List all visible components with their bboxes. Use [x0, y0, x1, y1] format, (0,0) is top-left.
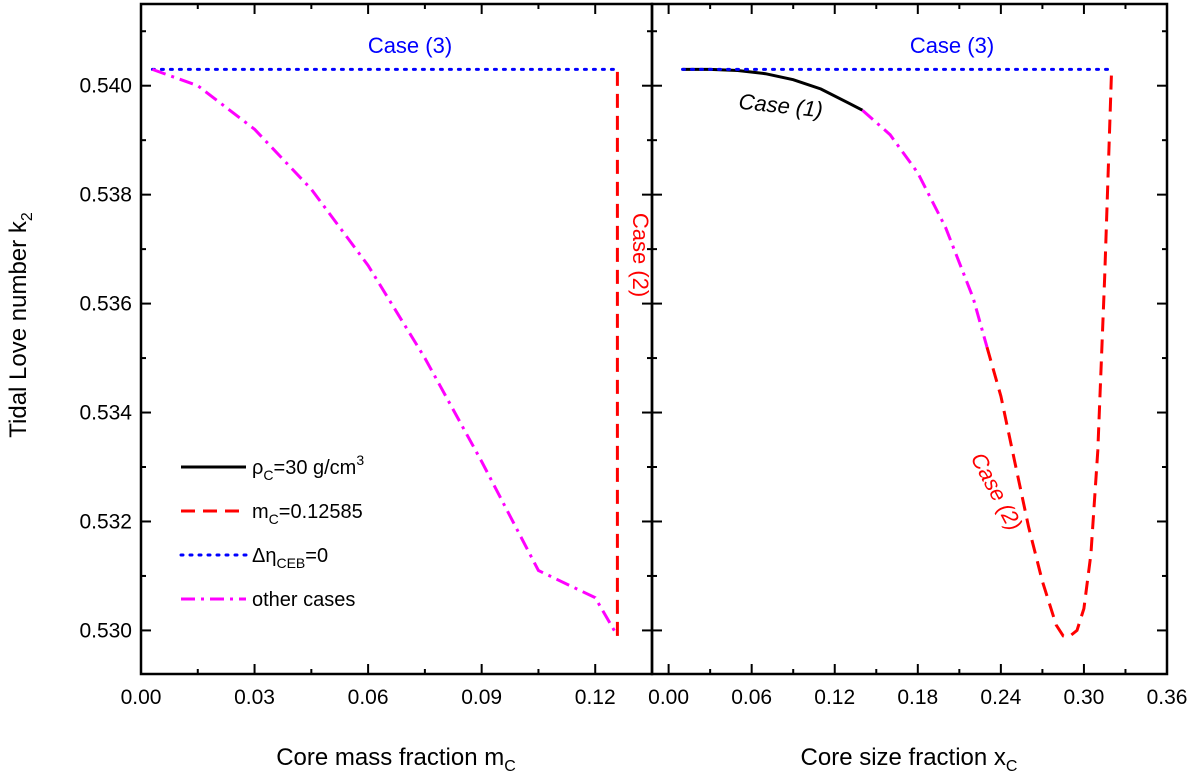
x-tick-label: 0.12	[575, 686, 616, 709]
y-axis-title: Tidal Love number k2	[5, 212, 36, 438]
y-tick-label: 0.536	[79, 293, 132, 316]
annotation-case2-left: Case (2)	[628, 213, 653, 297]
y-tick-label: 0.532	[79, 510, 132, 533]
x-tick-label: 0.09	[461, 686, 502, 709]
legend-label-0: ρC=30 g/cm3	[252, 452, 364, 483]
x-tick-label: 0.30	[1063, 686, 1104, 709]
series-line-left-2	[151, 67, 619, 637]
x-tick-label: 0.06	[348, 686, 389, 709]
series-line-right-0	[682, 67, 864, 112]
legend-label-1: mC=0.12585	[252, 501, 363, 527]
x-tick-label: 0.18	[897, 686, 938, 709]
series-line-right-2	[985, 69, 1114, 638]
panel-right: 0.00 0.06 0.12 0.18 0.24 0.30 0.36	[648, 2, 1188, 709]
legend-label-3: other cases	[252, 589, 355, 611]
panel-left: 0.00 0.03 0.06 0.09 0.12 0.530 0.532 0.534 0.536…	[79, 2, 654, 709]
annotation-case1-right: Case (1)	[738, 89, 825, 123]
annotation-case2-right: Case (2)	[966, 448, 1028, 534]
y-tick-label: 0.538	[79, 184, 132, 207]
legend: ρC=30 g/cm3 mC=0.12585 ΔηCEB=0 other cases	[179, 452, 364, 611]
series-line-right-1	[861, 109, 989, 348]
annotation-case3-left: Case (3)	[368, 33, 452, 58]
x-axis-title-left: Core mass fraction mC	[276, 744, 516, 775]
x-tick-label: 0.03	[234, 686, 275, 709]
y-tick-label: 0.530	[79, 619, 132, 642]
x-tick-label: 0.00	[121, 686, 162, 709]
y-tick-label: 0.534	[79, 402, 132, 425]
x-axis-title-right: Core size fraction xC	[801, 744, 1018, 775]
plot-frame-right	[650, 2, 1169, 676]
x-tick-label: 0.00	[648, 686, 689, 709]
y-tick-label: 0.540	[79, 75, 132, 98]
x-tick-label: 0.12	[814, 686, 855, 709]
x-tick-label: 0.36	[1147, 686, 1188, 709]
x-tick-label: 0.06	[731, 686, 772, 709]
x-tick-label: 0.24	[980, 686, 1021, 709]
plot-frame-left	[139, 2, 654, 676]
legend-label-2: ΔηCEB=0	[252, 545, 328, 571]
annotation-case3-right: Case (3)	[910, 33, 994, 58]
